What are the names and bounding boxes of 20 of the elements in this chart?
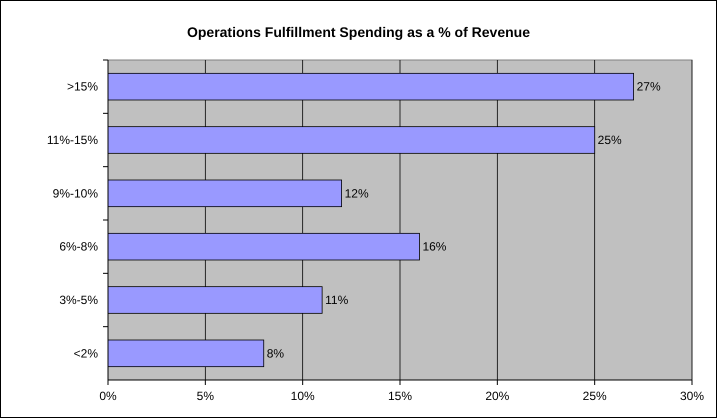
data-label: 11% [325, 293, 349, 307]
data-label: 8% [266, 346, 284, 360]
x-tick-label: 25% [582, 389, 607, 403]
x-tick-label: 10% [290, 389, 315, 403]
data-label: 27% [636, 80, 661, 94]
y-tick-label: >15% [66, 80, 98, 94]
data-label: 16% [422, 240, 447, 254]
x-tick-label: 30% [680, 389, 704, 403]
x-tick-label: 20% [485, 389, 510, 403]
y-tick-label: 6%-8% [59, 240, 98, 254]
y-tick-label: 11%-15% [46, 133, 98, 147]
x-tick-label: 0% [99, 389, 117, 403]
y-tick-label: 9%-10% [52, 186, 98, 200]
y-tick-label: 3%-5% [59, 293, 98, 307]
y-tick-label: <2% [74, 346, 98, 360]
x-tick-label: 15% [388, 389, 412, 403]
x-tick-label: 5% [196, 389, 214, 403]
data-label: 25% [598, 133, 622, 147]
data-label: 12% [344, 186, 369, 200]
chart-title: Operations Fulfillment Spending as a % of Revenue [186, 24, 530, 40]
